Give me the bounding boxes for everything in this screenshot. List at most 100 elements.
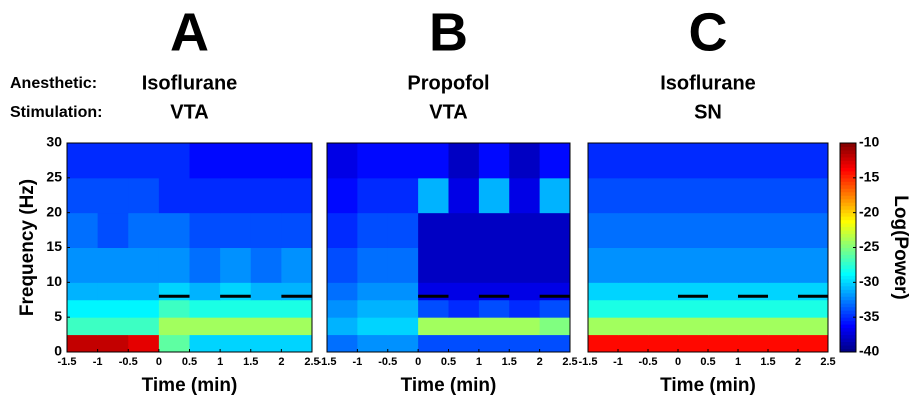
heat-cell	[768, 177, 799, 214]
x-tick-label: 2.5	[562, 356, 577, 368]
colorbar-tick-label: -15	[859, 169, 879, 185]
colorbar-step	[840, 230, 856, 235]
heat-cell	[738, 212, 769, 248]
x-axis-label: Time (min)	[142, 375, 238, 396]
colorbar-step	[840, 195, 856, 200]
colorbar-step	[840, 244, 856, 248]
heat-cell	[588, 143, 619, 179]
heat-cell	[220, 177, 252, 214]
heat-cell	[387, 177, 419, 214]
heat-cell	[250, 143, 282, 179]
heat-cell	[618, 282, 649, 301]
heat-cell	[768, 299, 799, 318]
heat-cell	[648, 317, 679, 336]
x-tick-label: 1	[735, 356, 741, 368]
heat-cell	[648, 143, 679, 179]
heat-cell	[798, 334, 829, 353]
x-tick-label: 1.5	[760, 356, 775, 368]
colorbar-step	[840, 278, 856, 283]
row-label: Stimulation:	[10, 104, 102, 121]
colorbar-step	[840, 268, 856, 273]
heat-cell	[220, 212, 252, 248]
heat-cell	[448, 247, 480, 283]
heat-cell	[418, 143, 449, 179]
x-tick-label: 2	[537, 356, 543, 368]
panel-title: A	[170, 2, 209, 62]
heat-cell	[220, 247, 252, 283]
heat-cell	[738, 299, 769, 318]
heat-cell	[128, 334, 160, 353]
anesthetic: Propofol	[407, 72, 489, 94]
heat-cell	[588, 177, 619, 214]
heat-cell	[768, 247, 799, 283]
heat-cell	[97, 143, 129, 179]
stimulation-site: SN	[694, 101, 722, 123]
colorbar-step	[840, 226, 856, 231]
heat-cell	[128, 143, 160, 179]
heat-cell	[708, 143, 739, 179]
heat-cell	[250, 317, 282, 336]
colorbar-step	[840, 310, 856, 315]
x-tick-label: 0.5	[700, 356, 715, 368]
colorbar-step	[840, 181, 856, 186]
heat-cell	[418, 212, 449, 248]
heat-cell	[708, 212, 739, 248]
heat-cell	[448, 177, 480, 214]
colorbar-step	[840, 170, 856, 175]
heat-cell	[448, 334, 480, 353]
heat-cell	[387, 334, 419, 353]
heat-cell	[281, 334, 313, 353]
colorbar-step	[840, 209, 856, 214]
colorbar-step	[840, 160, 856, 165]
heat-cell	[798, 177, 829, 214]
heat-cell	[281, 212, 313, 248]
heat-cell	[250, 282, 282, 301]
heat-cell	[67, 177, 99, 214]
heat-cell	[189, 317, 221, 336]
heat-cell	[189, 282, 221, 301]
heat-cell	[387, 247, 419, 283]
colorbar-step	[840, 174, 856, 179]
heat-cell	[588, 334, 619, 353]
heat-cell	[97, 282, 129, 301]
x-tick-label: -0.5	[378, 356, 397, 368]
heat-cell	[738, 334, 769, 353]
heat-cell	[387, 317, 419, 336]
x-tick-label: -1.5	[579, 356, 598, 368]
heat-cell	[189, 247, 221, 283]
heat-cell	[738, 177, 769, 214]
x-tick-label: 1	[217, 356, 223, 368]
heat-cell	[678, 299, 709, 318]
colorbar-tick-label: -40	[859, 343, 879, 359]
colorbar-step	[840, 264, 856, 269]
heat-cell	[798, 299, 829, 318]
heat-cell	[678, 143, 709, 179]
heat-cell	[327, 299, 358, 318]
y-tick-label: 20	[46, 203, 62, 219]
heat-cell	[588, 212, 619, 248]
y-axis-label: Frequency (Hz)	[17, 179, 38, 316]
heat-cell	[250, 212, 282, 248]
x-tick-label: 1	[476, 356, 482, 368]
colorbar-step	[840, 313, 856, 318]
heat-cell	[708, 177, 739, 214]
heat-cell	[618, 247, 649, 283]
heat-cell	[618, 143, 649, 179]
heat-cell	[387, 212, 419, 248]
heat-cell	[768, 143, 799, 179]
heat-cell	[478, 317, 510, 336]
heat-cell	[798, 317, 829, 336]
colorbar-step	[840, 345, 856, 350]
heat-cell	[357, 299, 389, 318]
x-axis-label: Time (min)	[660, 375, 756, 396]
colorbar-step	[840, 292, 856, 297]
heat-cell	[678, 177, 709, 214]
heat-cell	[738, 143, 769, 179]
colorbar-step	[840, 149, 856, 154]
heat-cell	[357, 247, 389, 283]
heat-cell	[648, 299, 679, 318]
x-tick-label: 0	[156, 356, 162, 368]
colorbar-step	[840, 156, 856, 161]
heat-cell	[418, 299, 449, 318]
